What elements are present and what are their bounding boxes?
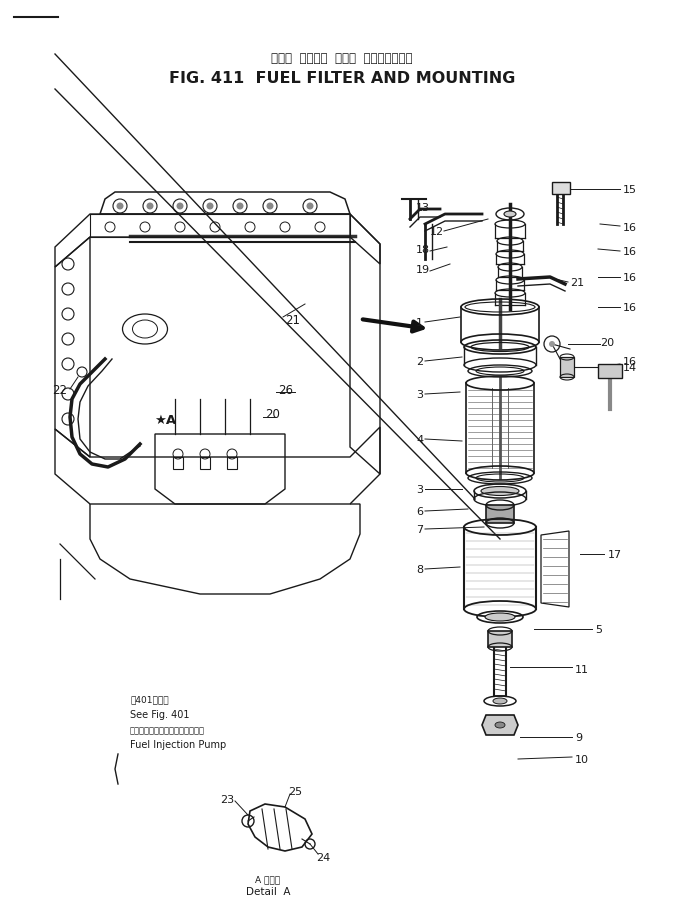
Bar — [200, 457, 210, 469]
Circle shape — [206, 203, 214, 210]
Circle shape — [549, 342, 555, 348]
Ellipse shape — [493, 698, 507, 704]
Text: 23: 23 — [220, 794, 234, 804]
Text: 14: 14 — [623, 363, 637, 373]
Text: フュエルインジェクションポンプ: フュエルインジェクションポンプ — [130, 725, 205, 734]
Ellipse shape — [485, 613, 515, 621]
Text: ★A: ★A — [154, 413, 176, 426]
Text: 21: 21 — [285, 313, 300, 326]
Text: 20: 20 — [600, 338, 614, 348]
Text: 17: 17 — [608, 549, 622, 559]
Bar — [560, 358, 574, 377]
Bar — [486, 506, 514, 524]
Text: 12: 12 — [430, 227, 444, 237]
Circle shape — [236, 203, 243, 210]
Text: 15: 15 — [623, 185, 637, 195]
Circle shape — [266, 203, 273, 210]
Text: 11: 11 — [575, 664, 589, 674]
Text: Fuel Injection Pump: Fuel Injection Pump — [130, 739, 226, 749]
Text: 9: 9 — [575, 732, 582, 742]
Text: 16: 16 — [623, 247, 637, 257]
Text: 18: 18 — [416, 245, 430, 255]
Text: 13: 13 — [416, 203, 430, 213]
Text: Detail  A: Detail A — [246, 886, 290, 896]
Text: 6: 6 — [416, 507, 423, 517]
Circle shape — [306, 203, 314, 210]
Ellipse shape — [481, 487, 519, 496]
Text: 3: 3 — [416, 485, 423, 495]
Ellipse shape — [495, 722, 505, 728]
Bar — [552, 183, 570, 195]
Text: 19: 19 — [416, 265, 430, 275]
Text: 7: 7 — [416, 525, 423, 535]
Text: 16: 16 — [623, 302, 637, 312]
Text: 16: 16 — [623, 356, 637, 366]
Text: A 詳細図: A 詳細図 — [256, 875, 281, 884]
Text: 20: 20 — [265, 408, 280, 421]
Text: 26: 26 — [278, 384, 293, 396]
Ellipse shape — [504, 211, 516, 218]
Text: 24: 24 — [316, 852, 330, 862]
Text: 5: 5 — [595, 624, 602, 634]
Text: FIG. 411  FUEL FILTER AND MOUNTING: FIG. 411 FUEL FILTER AND MOUNTING — [169, 70, 515, 86]
Text: 25: 25 — [288, 786, 302, 796]
Text: 16: 16 — [623, 272, 637, 282]
Circle shape — [177, 203, 184, 210]
Text: 2: 2 — [416, 356, 423, 366]
Text: 16: 16 — [623, 223, 637, 232]
Bar — [227, 457, 237, 469]
Circle shape — [116, 203, 123, 210]
Circle shape — [147, 203, 153, 210]
Text: 3: 3 — [416, 390, 423, 400]
Text: 22: 22 — [52, 384, 67, 396]
Polygon shape — [482, 715, 518, 735]
Text: See Fig. 401: See Fig. 401 — [130, 710, 190, 719]
Text: 8: 8 — [416, 565, 423, 574]
Text: 1: 1 — [416, 318, 423, 328]
Bar — [173, 457, 183, 469]
Text: 4: 4 — [416, 435, 423, 445]
Bar — [598, 364, 622, 379]
Text: フェル  フィルタ  および  マウンティング: フェル フィルタ および マウンティング — [271, 51, 413, 65]
Text: 10: 10 — [575, 754, 589, 764]
Text: 第401図参照: 第401図参照 — [130, 694, 169, 703]
Text: 21: 21 — [570, 278, 584, 288]
Bar — [488, 631, 512, 648]
